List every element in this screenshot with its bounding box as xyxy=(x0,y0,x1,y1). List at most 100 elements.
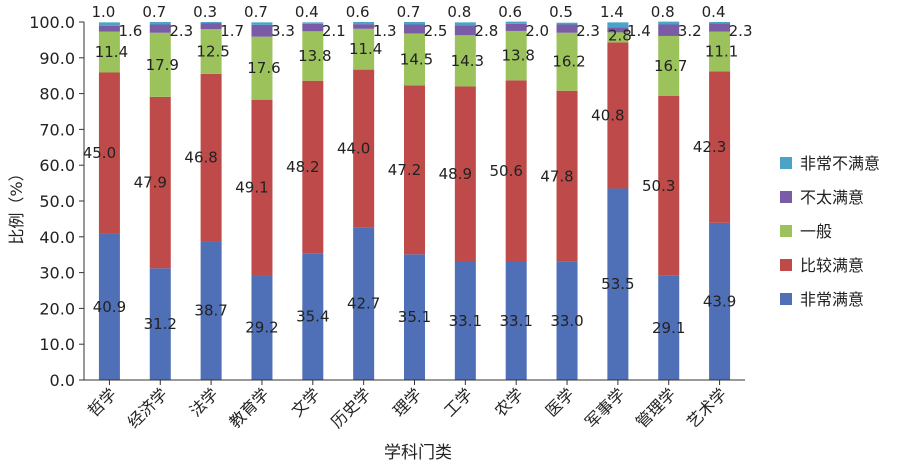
data-label: 0.7 xyxy=(142,3,166,21)
bar-segment xyxy=(353,69,375,228)
y-tick-label: 20.0 xyxy=(39,299,75,318)
data-label: 50.6 xyxy=(489,162,522,180)
bar-segment xyxy=(251,24,273,37)
legend-swatch xyxy=(780,293,792,305)
data-label: 0.3 xyxy=(193,3,217,21)
y-tick-label: 40.0 xyxy=(39,228,75,247)
bar-segment xyxy=(454,25,476,36)
data-label: 17.9 xyxy=(146,56,179,74)
data-label: 31.2 xyxy=(144,315,177,333)
data-label: 13.8 xyxy=(298,47,331,65)
bar-segment xyxy=(404,24,425,34)
data-label: 44.0 xyxy=(337,139,370,157)
data-label: 40.8 xyxy=(591,106,624,124)
data-label: 11.4 xyxy=(95,43,128,61)
data-label: 46.8 xyxy=(184,149,217,167)
bar-segment xyxy=(149,32,171,97)
bar-segment xyxy=(404,85,425,255)
bar-segment xyxy=(149,96,171,269)
data-label: 1.4 xyxy=(627,22,651,40)
data-label: 40.9 xyxy=(93,298,126,316)
bar-segment xyxy=(353,28,375,70)
bar-segment xyxy=(302,31,324,81)
bar-segment xyxy=(302,22,324,24)
data-label: 13.8 xyxy=(501,47,534,65)
bar-segment xyxy=(658,95,680,276)
bar-segment xyxy=(98,72,120,234)
bar-segment xyxy=(607,27,629,33)
bar-segment xyxy=(658,24,680,36)
data-label: 33.1 xyxy=(449,312,482,330)
data-label: 0.4 xyxy=(702,3,726,21)
bar-segment xyxy=(556,261,578,380)
data-label: 12.5 xyxy=(196,43,229,61)
bar-segment xyxy=(302,80,324,254)
x-tick-label: 医学 xyxy=(542,384,578,420)
legend-swatch xyxy=(780,191,792,203)
bar-segment xyxy=(607,188,629,380)
y-tick-label: 100.0 xyxy=(29,13,75,32)
data-label: 2.8 xyxy=(474,22,498,40)
y-tick-label: 90.0 xyxy=(39,49,75,68)
x-axis: 哲学 经济学 法学 教育学 文学 历史学 理学 工学 农学 医学 军事学 管理学 艺术学 xyxy=(84,379,745,432)
bar-segment xyxy=(149,22,171,25)
data-label: 17.6 xyxy=(247,59,280,77)
bar-segment xyxy=(709,22,731,24)
data-label: 1.6 xyxy=(118,22,142,40)
bar-segment xyxy=(404,22,425,25)
data-label: 11.4 xyxy=(349,40,382,58)
data-label: 49.1 xyxy=(235,179,268,197)
legend-label: 非常不满意 xyxy=(800,154,880,173)
bar-segment xyxy=(404,33,425,86)
data-label: 16.2 xyxy=(552,53,585,71)
x-tick-label: 文学 xyxy=(288,384,324,420)
bar-segment xyxy=(454,86,476,262)
data-label: 1.4 xyxy=(600,3,624,21)
y-axis: 0.0 10.0 20.0 30.0 40.0 50.0 60.0 70.0 80.0 90.0 1… xyxy=(29,13,85,390)
bar-segment xyxy=(302,23,324,32)
x-tick-label: 法学 xyxy=(186,384,222,420)
data-label: 1.0 xyxy=(91,3,115,21)
y-tick-label: 60.0 xyxy=(39,156,75,175)
y-tick-label: 30.0 xyxy=(39,264,75,283)
bar-segment xyxy=(353,227,375,380)
bar-segment xyxy=(200,241,222,380)
data-label: 29.1 xyxy=(652,319,685,337)
data-label: 1.3 xyxy=(373,22,397,40)
legend-label: 非常满意 xyxy=(800,290,864,309)
bar-segment xyxy=(404,254,425,380)
bar-segment xyxy=(98,233,120,380)
data-label: 53.5 xyxy=(601,275,634,293)
data-label: 11.1 xyxy=(705,43,738,61)
bar-segment xyxy=(302,253,324,380)
bar-segment xyxy=(709,222,731,380)
x-tick-label: 历史学 xyxy=(327,384,374,431)
bar-segment xyxy=(505,23,527,31)
bar-segment xyxy=(709,23,731,32)
y-tick-label: 0.0 xyxy=(50,371,75,390)
data-label: 48.2 xyxy=(286,158,319,176)
data-label: 14.5 xyxy=(400,50,433,68)
bar-segment xyxy=(353,22,375,25)
x-tick-label: 工学 xyxy=(440,384,476,420)
bar-segment xyxy=(505,261,527,380)
data-label: 45.0 xyxy=(83,144,116,162)
data-label: 47.9 xyxy=(134,174,167,192)
legend-label: 比较满意 xyxy=(800,256,864,275)
bar-segment xyxy=(709,31,731,72)
x-tick-label: 艺术学 xyxy=(683,384,730,431)
x-tick-label: 经济学 xyxy=(124,384,171,431)
y-tick-label: 70.0 xyxy=(39,120,75,139)
data-label: 50.3 xyxy=(642,177,675,195)
data-label: 35.1 xyxy=(398,308,431,326)
legend-label: 一般 xyxy=(800,222,832,241)
data-label: 38.7 xyxy=(194,302,227,320)
bar-segment xyxy=(251,22,273,25)
bar-segment xyxy=(505,80,527,262)
data-label: 0.8 xyxy=(651,3,675,21)
x-axis-title: 学科门类 xyxy=(384,443,452,463)
bar-segment xyxy=(251,99,273,276)
data-label: 14.3 xyxy=(451,52,484,70)
bar-segment xyxy=(454,261,476,380)
